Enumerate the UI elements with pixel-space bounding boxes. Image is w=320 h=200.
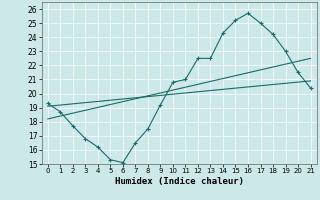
X-axis label: Humidex (Indice chaleur): Humidex (Indice chaleur) [115, 177, 244, 186]
